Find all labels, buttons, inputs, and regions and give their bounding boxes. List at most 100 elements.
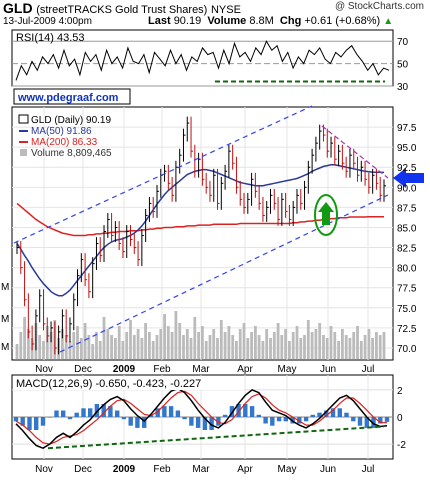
volume-bar (348, 338, 352, 359)
volume-bar (363, 335, 367, 359)
channel-upper-line (13, 105, 313, 244)
price-tick-label: 80.0 (397, 264, 417, 275)
macd-histogram-bar (256, 414, 261, 417)
macd-histogram-bar (371, 417, 376, 428)
volume-bar (288, 341, 291, 359)
volume-bar (242, 323, 246, 359)
volume-bar (38, 335, 42, 359)
legend-ma50-label: MA(50) 91.86 (31, 126, 92, 137)
macd-histogram-bar (40, 417, 46, 426)
rsi-tick-label: 30 (397, 82, 409, 93)
rsi-tick-label: 50 (397, 60, 409, 71)
price-tick-label: 92.5 (397, 163, 417, 174)
price-x-tick-label: May (278, 364, 297, 375)
volume-bar (163, 314, 166, 359)
macd-histogram-bar (34, 417, 39, 430)
volume-bar (19, 332, 23, 359)
volume-bar (98, 341, 102, 359)
volume-bar (129, 320, 132, 359)
macd-histogram-bar (357, 417, 363, 426)
macd-histogram-bar (155, 408, 160, 417)
volume-bar (23, 317, 26, 359)
volume-bar (223, 332, 227, 359)
macd-histogram-bar (303, 417, 309, 422)
volume-bar (325, 338, 329, 359)
rsi-title: RSI(14) 43.53 (16, 32, 84, 44)
macd-x-tick-label: 2009 (113, 464, 136, 475)
volume-bar (216, 338, 219, 359)
macd-histogram-bar (337, 408, 342, 417)
macd-histogram-bar (310, 414, 315, 417)
macd-histogram-bar (162, 406, 167, 417)
rsi-series-line (15, 40, 390, 81)
macd-histogram-bar (351, 417, 356, 422)
volume-scale-label: M (1, 342, 9, 353)
breakout-ellipse-outline (314, 194, 338, 236)
volume-bar (117, 326, 121, 359)
macd-x-tick-label: May (278, 464, 297, 475)
macd-histogram-bar (222, 414, 228, 417)
volume-bar (367, 329, 371, 359)
macd-histogram-bar (115, 410, 120, 417)
volume-bar (337, 341, 340, 359)
volume-bar (352, 332, 356, 359)
volume-bar (91, 344, 95, 359)
watermark-box[interactable]: www.pdegraaf.com (13, 88, 131, 105)
macd-histogram-bar (142, 417, 147, 428)
watermark-link[interactable]: www.pdegraaf.com (17, 92, 119, 104)
volume-bar (272, 332, 276, 359)
macd-histogram-bar (121, 417, 127, 420)
macd-histogram-bar (384, 417, 390, 422)
macd-x-tick-label: Jul (362, 464, 375, 475)
volume-bar (68, 341, 72, 359)
macd-x-tick-label: Apr (237, 464, 253, 475)
volume-bar (201, 326, 204, 359)
volume-bar (45, 326, 49, 359)
price-tick-label: 95.0 (397, 143, 417, 154)
volume-bar (291, 332, 295, 359)
volume-bar (276, 323, 280, 359)
volume-bar (151, 341, 155, 359)
macd-histogram-bar (108, 406, 113, 417)
volume-bar (49, 332, 53, 359)
macd-histogram-bar (270, 417, 275, 426)
macd-histogram-bar (175, 410, 181, 417)
price-tick-label: 90.0 (397, 183, 417, 194)
macd-histogram-bar (216, 417, 221, 426)
price-tick-label: 75.0 (397, 304, 417, 315)
macd-histogram-bar (54, 410, 59, 417)
price-legend: GLD (Daily) 90.19 MA(50) 91.86 MA(200) 8… (18, 114, 112, 159)
volume-bar (295, 326, 299, 359)
macd-histogram-bar (135, 417, 140, 428)
volume-bar (159, 329, 163, 359)
macd-histogram-bar (297, 417, 302, 424)
source-credit: @ StockCharts.com (334, 1, 424, 12)
volume-bar (231, 335, 235, 359)
macd-title: MACD(12,26,9) -0.650, -0.423, -0.227 (16, 378, 201, 390)
volume-bar (121, 341, 125, 359)
volume-bar (204, 341, 208, 359)
rsi-tick-label: 70 (397, 37, 409, 48)
price-tick-label: 85.0 (397, 223, 417, 234)
volume-bar (219, 320, 223, 359)
macd-histogram-bar (94, 404, 100, 417)
macd-x-tick-label: Feb (153, 464, 171, 475)
macd-histogram-bar (74, 412, 79, 417)
volume-bar (238, 329, 242, 359)
volume-bar (140, 338, 144, 359)
volume-bar (182, 335, 185, 359)
macd-tick-label: 0 (397, 413, 403, 424)
volume-bar (322, 335, 325, 359)
price-panel: 97.5 95.0 92.5 90.0 87.5 85.0 82.5 80.0 77.5 75.0… (1, 105, 424, 375)
macd-signal-line (15, 390, 388, 445)
chg-label: Chg (279, 15, 302, 27)
macd-histogram-bar (61, 410, 66, 417)
macd-histogram-bar (189, 417, 194, 426)
macd-histogram-bar (283, 417, 288, 422)
last-value: 90.19 (173, 15, 202, 27)
macd-histogram-bar (195, 417, 201, 428)
volume-bar (76, 326, 79, 359)
macd-histogram-bar (330, 408, 336, 417)
price-tick-label: 70.0 (397, 344, 417, 355)
volume-bar (246, 338, 250, 359)
